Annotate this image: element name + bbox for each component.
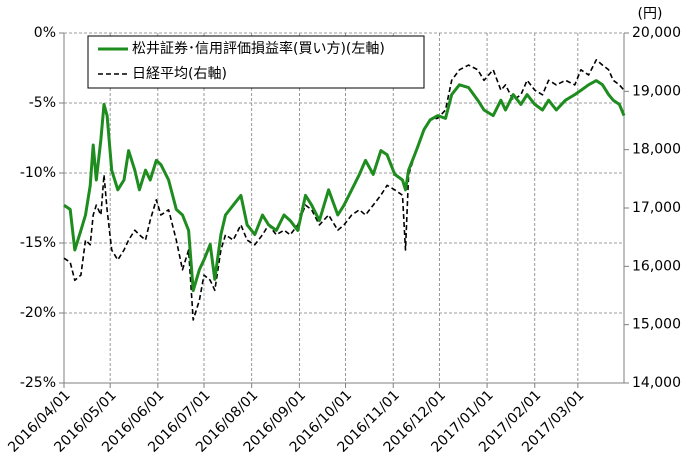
y2-tick-label: 20,000 bbox=[632, 25, 681, 41]
y-tick-label: 0% bbox=[34, 25, 56, 41]
series-line bbox=[63, 79, 626, 293]
legend-label: 日経平均(右軸) bbox=[132, 66, 227, 82]
y2-tick-label: 16,000 bbox=[632, 258, 681, 274]
y2-unit-label: (円) bbox=[638, 6, 663, 22]
y2-tick-label: 18,000 bbox=[632, 142, 681, 158]
y-tick-label: -10% bbox=[20, 165, 56, 181]
y-tick-label: -5% bbox=[29, 95, 56, 111]
legend: 松井証券･信用評価損益率(買い方)(左軸) 日経平均(右軸) bbox=[87, 35, 425, 89]
y2-tick-label: 17,000 bbox=[632, 200, 681, 216]
legend-box bbox=[87, 35, 425, 89]
y2-tick-label: 15,000 bbox=[632, 317, 681, 333]
y-tick-label: -20% bbox=[20, 305, 56, 321]
series-line bbox=[63, 59, 625, 321]
y-tick-label: -15% bbox=[20, 235, 56, 251]
legend-label: 松井証券･信用評価損益率(買い方)(左軸) bbox=[132, 40, 385, 57]
y2-tick-label: 19,000 bbox=[632, 83, 681, 99]
y-tick-label: -25% bbox=[20, 375, 56, 391]
y2-tick-label: 14,000 bbox=[632, 375, 681, 391]
